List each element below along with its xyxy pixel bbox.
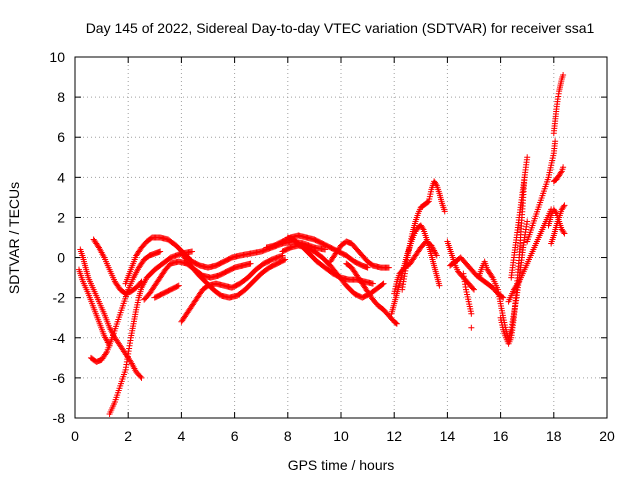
x-tick-label: 14 [440,428,456,444]
data-point [561,230,568,237]
data-point [469,285,476,292]
x-tick-label: 16 [493,428,509,444]
series-track-g [141,258,254,303]
data-point [385,264,392,271]
y-tick-label: 10 [49,49,65,65]
series-track-q [399,178,448,293]
y-axis-title: SDTVAR / TECUs [6,182,22,294]
series-track-ae [550,164,567,185]
y-tick-label: 0 [57,250,65,266]
data-point [441,208,448,215]
data-point [433,252,440,259]
x-tick-label: 20 [599,428,615,444]
series-track-e [106,248,196,417]
data-point [103,350,110,357]
x-tick-label: 10 [333,428,349,444]
x-axis-title: GPS time / hours [288,457,395,473]
chart-title: Day 145 of 2022, Sidereal Day-to-day VTE… [86,20,595,36]
series-track-a [77,246,145,381]
data-point [515,279,522,286]
y-tick-label: -6 [53,370,66,386]
series-track-y [505,206,555,305]
series-track-d [87,248,164,365]
axis-ticks: 0 2 4 6 8 10 12 14 16 18 20 -8 -6 -4 -2 0 2 4 6 8 10 [49,49,615,444]
data-point [560,229,567,236]
data-point [560,72,567,79]
data-point [468,310,475,317]
data-point [524,154,531,161]
data-point [364,264,371,271]
series-track-z [508,174,528,281]
series-track-x [497,154,531,347]
x-tick-label: 18 [546,428,562,444]
data-point [175,282,182,289]
y-tick-label: -2 [53,290,66,306]
data-point [432,181,439,188]
data-point [419,225,426,232]
series-track-j [178,250,289,301]
data-point [557,169,564,176]
data-point [174,283,181,290]
grid [75,57,607,418]
data-point [369,280,376,287]
series-track-o [343,260,400,327]
data-point [137,373,144,380]
y-tick-label: 4 [57,169,65,185]
data-point [189,248,196,255]
data-point [521,174,528,181]
x-tick-label: 2 [124,428,132,444]
data-point [138,374,145,381]
series-track-h [151,282,182,301]
data-point [95,243,102,250]
data-point [157,248,164,255]
y-tick-label: -4 [53,330,66,346]
data-point [524,218,531,225]
series-track-r [391,238,440,297]
data-point [282,256,289,263]
y-tick-label: 6 [57,129,65,145]
x-tick-label: 12 [386,428,402,444]
x-tick-label: 6 [231,428,239,444]
data-point [500,294,507,301]
y-tick-label: -8 [53,410,66,426]
data-point [393,320,400,327]
data-point [379,281,386,288]
series-track-b [75,266,113,349]
data-point [552,138,559,145]
series-track-u [460,270,475,317]
series-track-n [327,238,392,271]
data-point [436,282,443,289]
series-track-aa [524,138,559,245]
data-point [281,257,287,264]
y-tick-label: 2 [57,209,65,225]
data-point [560,164,567,171]
x-tick-label: 8 [284,428,292,444]
data-point [380,280,387,287]
series-track-ac [548,202,568,247]
x-tick-label: 4 [178,428,186,444]
y-tick-label: 8 [57,89,65,105]
series-track-ad [550,72,567,137]
series-track-p [388,222,443,317]
series-track-t [447,254,507,301]
x-tick-label: 0 [71,428,79,444]
data-point [468,324,475,331]
data-point [560,203,567,210]
series-track-v [468,324,475,331]
data-point [471,286,477,293]
data-point [392,320,399,327]
data-point [488,273,495,280]
data-point [247,260,254,267]
series-track-c [90,236,145,297]
data-point [561,202,568,209]
data-point [424,199,431,206]
series-track-k [263,232,371,271]
data-points [75,72,568,417]
series-track-i [178,252,286,325]
data-point [552,209,559,216]
